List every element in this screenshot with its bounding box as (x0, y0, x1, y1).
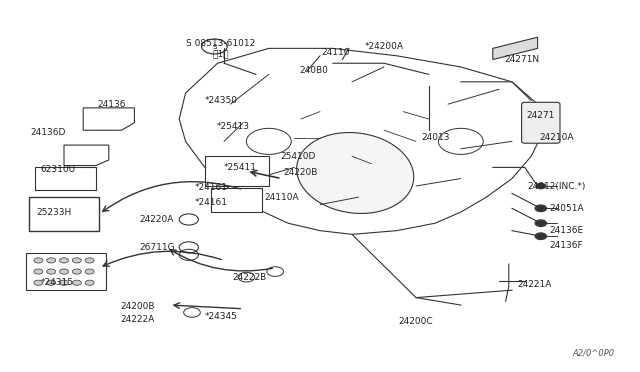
Circle shape (85, 280, 94, 285)
Text: A2/0^0P0: A2/0^0P0 (572, 348, 614, 357)
Circle shape (34, 258, 43, 263)
Text: 24012(INC.*): 24012(INC.*) (527, 182, 586, 190)
Polygon shape (26, 253, 106, 290)
Circle shape (60, 269, 68, 274)
Circle shape (34, 269, 43, 274)
Text: *25413: *25413 (217, 122, 250, 131)
Circle shape (72, 269, 81, 274)
Text: 24220B: 24220B (284, 169, 318, 177)
Text: 24222B: 24222B (232, 273, 267, 282)
Text: 24136F: 24136F (550, 241, 583, 250)
Ellipse shape (297, 132, 413, 214)
Circle shape (47, 280, 56, 285)
Text: 24271N: 24271N (504, 55, 539, 64)
Polygon shape (83, 108, 134, 130)
Text: 25233H: 25233H (36, 208, 72, 217)
Text: 24136D: 24136D (30, 128, 66, 137)
Circle shape (85, 258, 94, 263)
Text: 24271: 24271 (527, 111, 555, 120)
Text: *24161: *24161 (195, 183, 228, 192)
Circle shape (536, 233, 546, 239)
Circle shape (60, 258, 68, 263)
Text: 24220A: 24220A (140, 215, 174, 224)
Text: S: S (212, 44, 216, 49)
Circle shape (72, 280, 81, 285)
Text: 62310U: 62310U (40, 165, 75, 174)
Polygon shape (64, 145, 109, 166)
Text: *24200A: *24200A (365, 42, 403, 51)
Text: 24110: 24110 (322, 48, 350, 57)
Polygon shape (29, 197, 99, 231)
Text: *24345: *24345 (204, 312, 237, 321)
Polygon shape (205, 156, 269, 186)
Circle shape (536, 220, 546, 226)
Text: 24136: 24136 (98, 100, 126, 109)
Text: 24222A: 24222A (120, 315, 155, 324)
Text: 24200B: 24200B (120, 302, 155, 311)
Circle shape (47, 269, 56, 274)
Text: 24051A: 24051A (549, 204, 584, 213)
Polygon shape (211, 188, 262, 212)
Polygon shape (493, 37, 538, 60)
Circle shape (72, 258, 81, 263)
Text: S 08513-61012
（1）: S 08513-61012 （1） (186, 39, 255, 58)
FancyBboxPatch shape (522, 102, 560, 143)
Polygon shape (35, 167, 96, 190)
Text: *24161: *24161 (195, 198, 228, 207)
Circle shape (536, 205, 546, 211)
Text: 24200C: 24200C (399, 317, 433, 326)
Text: 24210A: 24210A (540, 133, 574, 142)
Circle shape (60, 280, 68, 285)
Circle shape (47, 258, 56, 263)
Text: 25410D: 25410D (280, 152, 316, 161)
Text: 24221A: 24221A (517, 280, 552, 289)
Text: 24136E: 24136E (549, 226, 584, 235)
Circle shape (536, 183, 546, 189)
Text: 26711G: 26711G (139, 243, 175, 252)
Text: 24110A: 24110A (264, 193, 299, 202)
Circle shape (85, 269, 94, 274)
Circle shape (34, 280, 43, 285)
Polygon shape (179, 48, 544, 234)
Text: *25411: *25411 (223, 163, 257, 172)
Text: *24315: *24315 (41, 278, 74, 287)
Text: *24350: *24350 (204, 96, 237, 105)
Text: 240B0: 240B0 (299, 66, 328, 75)
Text: 24013: 24013 (421, 133, 449, 142)
